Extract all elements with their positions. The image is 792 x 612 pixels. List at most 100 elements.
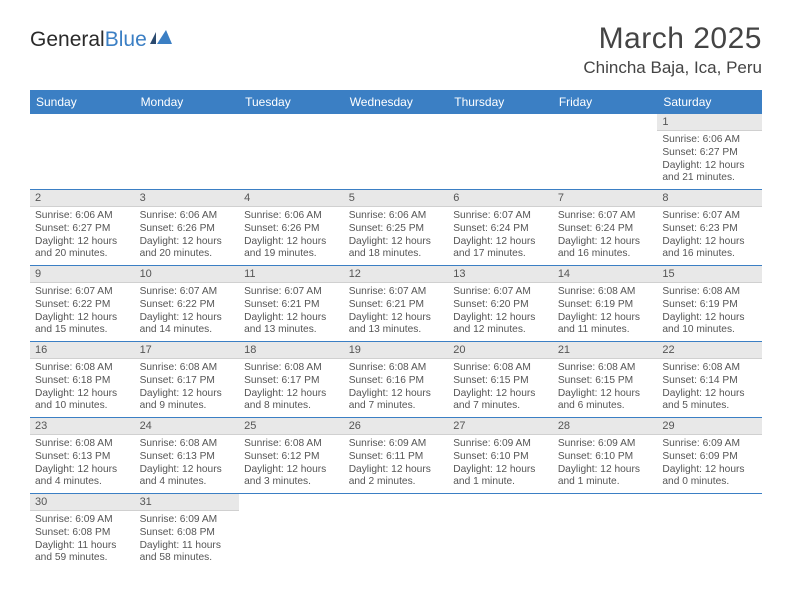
calendar-body: 1Sunrise: 6:06 AMSunset: 6:27 PMDaylight… [30,114,762,569]
calendar-day-cell [135,114,240,190]
calendar-day-cell [657,494,762,570]
day-header: Sunday [30,90,135,114]
day-number: 15 [657,266,762,283]
day-details: Sunrise: 6:09 AMSunset: 6:08 PMDaylight:… [30,511,135,569]
day-number: 17 [135,342,240,359]
sunrise-text: Sunrise: 6:06 AM [244,210,339,223]
day-number: 10 [135,266,240,283]
daylight-text: Daylight: 12 hours and 15 minutes. [35,312,130,338]
sunset-text: Sunset: 6:20 PM [453,299,548,312]
day-number: 18 [239,342,344,359]
sunrise-text: Sunrise: 6:07 AM [349,286,444,299]
daylight-text: Daylight: 12 hours and 4 minutes. [140,464,235,490]
daylight-text: Daylight: 12 hours and 17 minutes. [453,236,548,262]
day-number: 12 [344,266,449,283]
day-details: Sunrise: 6:08 AMSunset: 6:19 PMDaylight:… [657,283,762,341]
calendar-day-cell: 2 Sunrise: 6:06 AMSunset: 6:27 PMDaylight… [30,190,135,266]
calendar-day-cell: 9Sunrise: 6:07 AMSunset: 6:22 PMDaylight… [30,266,135,342]
calendar-week-row: 1Sunrise: 6:06 AMSunset: 6:27 PMDaylight… [30,114,762,190]
daylight-text: Daylight: 12 hours and 1 minute. [558,464,653,490]
sunset-text: Sunset: 6:26 PM [140,223,235,236]
day-number: 7 [553,190,658,207]
day-number: 28 [553,418,658,435]
calendar-week-row: 23Sunrise: 6:08 AMSunset: 6:13 PMDayligh… [30,418,762,494]
day-number: 29 [657,418,762,435]
sunset-text: Sunset: 6:10 PM [558,451,653,464]
sunrise-text: Sunrise: 6:06 AM [35,210,130,223]
day-details: Sunrise: 6:08 AMSunset: 6:17 PMDaylight:… [239,359,344,417]
daylight-text: Daylight: 12 hours and 12 minutes. [453,312,548,338]
brand-logo: GeneralBlue [30,22,172,52]
day-number: 2 [30,190,135,207]
page-header: GeneralBlue March 2025 Chincha Baja, Ica… [30,22,762,78]
calendar-table: Sunday Monday Tuesday Wednesday Thursday… [30,90,762,569]
calendar-day-cell: 20Sunrise: 6:08 AMSunset: 6:15 PMDayligh… [448,342,553,418]
sunrise-text: Sunrise: 6:08 AM [558,286,653,299]
day-details: Sunrise: 6:06 AMSunset: 6:25 PMDaylight:… [344,207,449,265]
daylight-text: Daylight: 12 hours and 19 minutes. [244,236,339,262]
day-details: Sunrise: 6:06 AMSunset: 6:26 PMDaylight:… [239,207,344,265]
day-number: 31 [135,494,240,511]
sunset-text: Sunset: 6:21 PM [349,299,444,312]
calendar-day-cell: 11Sunrise: 6:07 AMSunset: 6:21 PMDayligh… [239,266,344,342]
daylight-text: Daylight: 12 hours and 7 minutes. [349,388,444,414]
day-details: Sunrise: 6:07 AMSunset: 6:23 PMDaylight:… [657,207,762,265]
day-header: Friday [553,90,658,114]
day-details: Sunrise: 6:09 AMSunset: 6:11 PMDaylight:… [344,435,449,493]
day-number: 9 [30,266,135,283]
daylight-text: Daylight: 12 hours and 13 minutes. [244,312,339,338]
sunrise-text: Sunrise: 6:07 AM [662,210,757,223]
daylight-text: Daylight: 12 hours and 21 minutes. [662,160,757,186]
daylight-text: Daylight: 12 hours and 9 minutes. [140,388,235,414]
day-number: 4 [239,190,344,207]
daylight-text: Daylight: 12 hours and 18 minutes. [349,236,444,262]
calendar-day-cell [239,494,344,570]
day-number: 14 [553,266,658,283]
sunrise-text: Sunrise: 6:08 AM [244,362,339,375]
sunset-text: Sunset: 6:11 PM [349,451,444,464]
calendar-day-cell: 1Sunrise: 6:06 AMSunset: 6:27 PMDaylight… [657,114,762,190]
sunrise-text: Sunrise: 6:08 AM [35,362,130,375]
daylight-text: Daylight: 12 hours and 10 minutes. [35,388,130,414]
daylight-text: Daylight: 12 hours and 4 minutes. [35,464,130,490]
calendar-day-cell: 10Sunrise: 6:07 AMSunset: 6:22 PMDayligh… [135,266,240,342]
calendar-day-cell: 8Sunrise: 6:07 AMSunset: 6:23 PMDaylight… [657,190,762,266]
daylight-text: Daylight: 12 hours and 20 minutes. [35,236,130,262]
sunrise-text: Sunrise: 6:08 AM [35,438,130,451]
day-number: 30 [30,494,135,511]
sunset-text: Sunset: 6:23 PM [662,223,757,236]
day-header: Wednesday [344,90,449,114]
sunset-text: Sunset: 6:27 PM [35,223,130,236]
calendar-day-cell [30,114,135,190]
sunrise-text: Sunrise: 6:09 AM [140,514,235,527]
calendar-day-cell [448,114,553,190]
daylight-text: Daylight: 12 hours and 2 minutes. [349,464,444,490]
daylight-text: Daylight: 12 hours and 0 minutes. [662,464,757,490]
day-number: 21 [553,342,658,359]
calendar-day-cell: 29 Sunrise: 6:09 AMSunset: 6:09 PMDayligh… [657,418,762,494]
flag-icon [150,28,172,52]
sunrise-text: Sunrise: 6:09 AM [662,438,757,451]
sunset-text: Sunset: 6:25 PM [349,223,444,236]
calendar-day-cell: 3Sunrise: 6:06 AMSunset: 6:26 PMDaylight… [135,190,240,266]
sunset-text: Sunset: 6:12 PM [244,451,339,464]
calendar-day-cell: 22Sunrise: 6:08 AMSunset: 6:14 PMDayligh… [657,342,762,418]
sunset-text: Sunset: 6:09 PM [662,451,757,464]
day-number: 5 [344,190,449,207]
calendar-day-cell: 6Sunrise: 6:07 AMSunset: 6:24 PMDaylight… [448,190,553,266]
daylight-text: Daylight: 12 hours and 7 minutes. [453,388,548,414]
calendar-day-cell: 5Sunrise: 6:06 AMSunset: 6:25 PMDaylight… [344,190,449,266]
day-number: 6 [448,190,553,207]
sunset-text: Sunset: 6:15 PM [453,375,548,388]
day-number: 1 [657,114,762,131]
day-details: Sunrise: 6:07 AMSunset: 6:22 PMDaylight:… [135,283,240,341]
day-details: Sunrise: 6:09 AMSunset: 6:10 PMDaylight:… [553,435,658,493]
day-header: Saturday [657,90,762,114]
sunrise-text: Sunrise: 6:08 AM [140,438,235,451]
day-details: Sunrise: 6:07 AMSunset: 6:24 PMDaylight:… [448,207,553,265]
sunrise-text: Sunrise: 6:08 AM [140,362,235,375]
calendar-day-cell: 19Sunrise: 6:08 AMSunset: 6:16 PMDayligh… [344,342,449,418]
sunset-text: Sunset: 6:27 PM [662,147,757,160]
day-details: Sunrise: 6:07 AMSunset: 6:20 PMDaylight:… [448,283,553,341]
calendar-week-row: 9Sunrise: 6:07 AMSunset: 6:22 PMDaylight… [30,266,762,342]
